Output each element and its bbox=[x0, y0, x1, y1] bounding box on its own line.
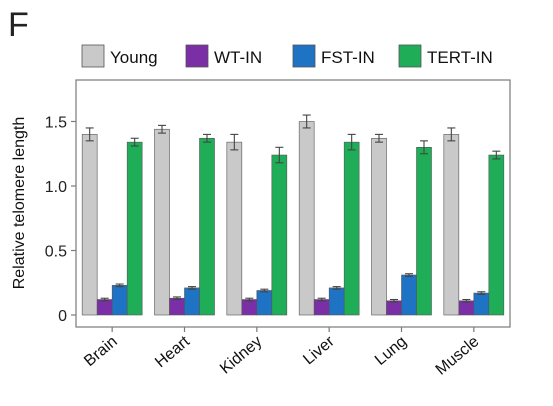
x-tick-label: Brain bbox=[81, 333, 121, 370]
plot-frame bbox=[75, 79, 511, 328]
legend-item-tert-in: TERT-IN bbox=[398, 44, 493, 68]
legend-swatch bbox=[81, 44, 105, 68]
x-tick-label: Muscle bbox=[433, 333, 483, 379]
y-tick-label: 1.5 bbox=[45, 115, 67, 132]
bar-fst-in-heart bbox=[184, 287, 200, 316]
legend-swatch bbox=[398, 44, 422, 68]
error-bar bbox=[492, 150, 501, 160]
bar-tert-in-heart bbox=[199, 137, 215, 316]
bar-fst-in-liver bbox=[328, 287, 345, 316]
bar-young-kidney bbox=[226, 141, 243, 316]
legend: Young WT-IN FST-IN TERT-IN bbox=[81, 44, 493, 68]
error-bar bbox=[100, 297, 109, 302]
error-bar bbox=[317, 297, 326, 302]
bar-tert-in-kidney bbox=[271, 154, 288, 316]
error-bar bbox=[447, 127, 456, 142]
error-bar bbox=[115, 283, 124, 288]
bar-tert-in-brain bbox=[126, 141, 143, 316]
bar-young-liver bbox=[298, 121, 315, 316]
y-tick-label: 0 bbox=[58, 308, 67, 325]
error-bar bbox=[203, 133, 211, 143]
error-bar bbox=[347, 133, 356, 151]
error-bar bbox=[173, 296, 181, 301]
error-bar bbox=[260, 288, 269, 293]
legend-item-fst-in: FST-IN bbox=[292, 44, 375, 68]
error-bar bbox=[245, 297, 254, 302]
y-axis: 0 0.5 1.0 1.5 bbox=[45, 115, 76, 325]
bar-wt-in-brain bbox=[96, 299, 113, 316]
bar-tert-in-lung bbox=[416, 147, 432, 316]
bar-wt-in-lung bbox=[386, 300, 402, 316]
error-bar bbox=[375, 133, 383, 143]
legend-label: TERT-IN bbox=[427, 48, 493, 67]
legend-label: FST-IN bbox=[321, 48, 375, 67]
error-bar bbox=[405, 273, 413, 277]
legend-item-young: Young bbox=[81, 44, 158, 68]
bar-tert-in-muscle bbox=[488, 154, 505, 316]
x-axis: Brain Heart Kidney Liver Lung Muscle bbox=[81, 327, 482, 379]
x-tick-label: Heart bbox=[152, 333, 193, 372]
error-bar bbox=[302, 114, 311, 129]
bar-fst-in-kidney bbox=[256, 290, 273, 316]
bar-young-muscle bbox=[443, 134, 460, 316]
legend-item-wt-in: WT-IN bbox=[185, 44, 262, 68]
x-tick-label: Lung bbox=[372, 333, 410, 369]
error-bar bbox=[85, 127, 94, 142]
legend-label: WT-IN bbox=[214, 48, 262, 67]
bar-fst-in-lung bbox=[401, 274, 417, 316]
bar-fst-in-muscle bbox=[473, 292, 490, 316]
error-bar bbox=[332, 286, 341, 290]
error-bar bbox=[275, 146, 284, 164]
y-axis-title: Relative telomere length bbox=[11, 117, 28, 290]
panel-label: F bbox=[8, 6, 29, 44]
y-tick-label: 1.0 bbox=[45, 179, 67, 196]
x-tick-label: Liver bbox=[300, 333, 338, 369]
legend-swatch bbox=[185, 44, 209, 68]
bar-tert-in-liver bbox=[343, 141, 360, 316]
error-bar bbox=[158, 124, 166, 134]
error-bar bbox=[130, 137, 139, 147]
bar-fst-in-brain bbox=[111, 285, 128, 316]
bars-layer bbox=[81, 114, 505, 316]
bar-wt-in-liver bbox=[313, 299, 330, 316]
bar-young-lung bbox=[371, 137, 387, 316]
legend-swatch bbox=[292, 44, 316, 68]
legend-label: Young bbox=[110, 48, 158, 67]
error-bar bbox=[188, 286, 196, 290]
x-tick-label: Kidney bbox=[217, 333, 265, 377]
bar-wt-in-kidney bbox=[241, 299, 258, 316]
bar-young-brain bbox=[81, 134, 98, 316]
bar-wt-in-muscle bbox=[458, 300, 475, 316]
error-bar bbox=[420, 140, 428, 155]
y-tick-label: 0.5 bbox=[45, 244, 67, 261]
error-bar bbox=[230, 133, 239, 151]
error-bar bbox=[390, 298, 398, 303]
bar-young-heart bbox=[154, 128, 170, 316]
error-bar bbox=[477, 291, 486, 295]
bar-wt-in-heart bbox=[169, 297, 185, 316]
error-bar bbox=[462, 298, 471, 303]
